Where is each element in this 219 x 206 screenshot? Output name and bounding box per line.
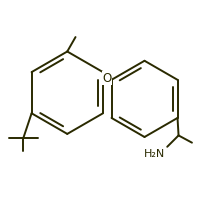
Text: H₂N: H₂N bbox=[144, 149, 165, 159]
Text: O: O bbox=[103, 71, 112, 84]
